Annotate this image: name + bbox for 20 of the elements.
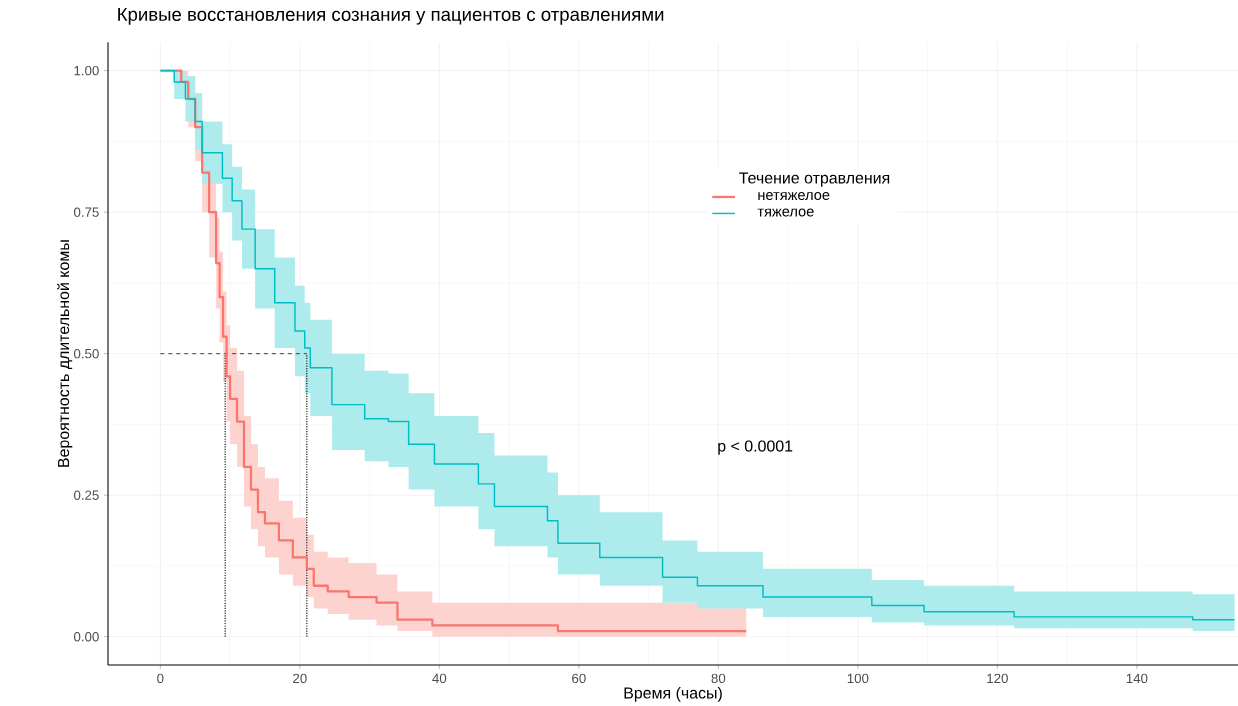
x-axis-title: Время (часы): [624, 686, 722, 702]
chart-title: Кривые восстановления сознания у пациентов с отравлениями: [118, 8, 664, 25]
x-tick-label: 120: [987, 673, 1008, 684]
y-tick-label: 0.75: [73, 207, 99, 217]
legend-title: Течение отравления: [739, 172, 890, 187]
x-tick-label: 0: [157, 673, 164, 684]
x-tick-label: 60: [572, 673, 586, 684]
x-tick-label: 40: [432, 673, 447, 684]
y-axis-title: Вероятность длительной комы: [57, 240, 73, 467]
annotation: p < 0.0001: [718, 440, 793, 455]
legend-label: тяжелое: [757, 208, 814, 217]
y-tick-label: 0.25: [73, 490, 99, 500]
x-tick-label: 140: [1126, 673, 1148, 684]
y-tick-label: 0.00: [73, 632, 99, 642]
x-tick-label: 80: [711, 673, 726, 684]
x-tick-label: 100: [847, 673, 869, 684]
legend-label: нетяжелое: [758, 192, 830, 201]
y-tick-label: 0.50: [73, 348, 99, 359]
x-tick-label: 20: [293, 673, 307, 684]
y-tick-label: 1.00: [74, 65, 99, 76]
